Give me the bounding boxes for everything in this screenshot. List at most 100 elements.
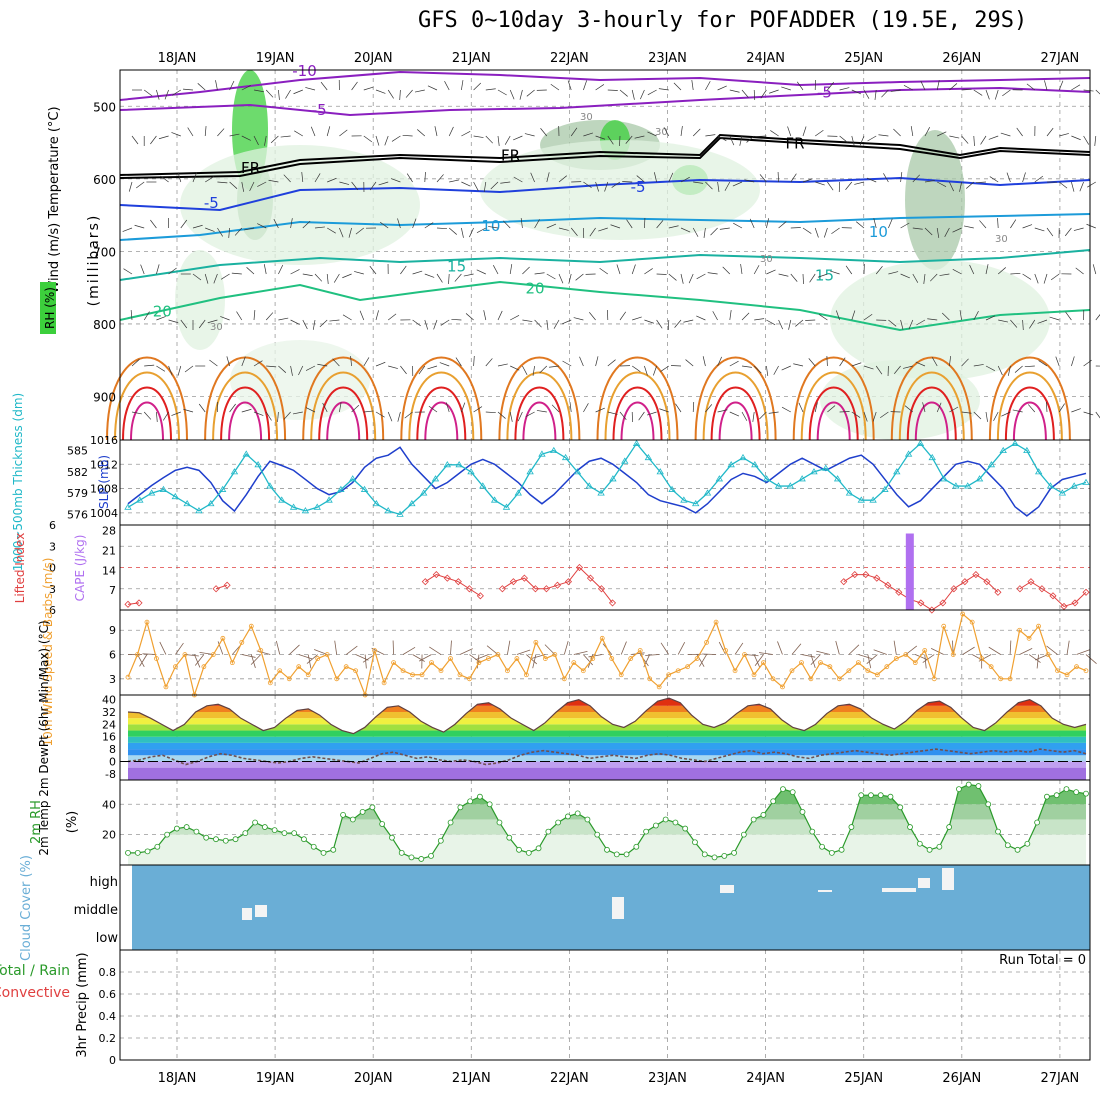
rh-marker	[809, 828, 816, 835]
wind-barb	[192, 172, 197, 183]
wind-barb	[924, 180, 935, 183]
thickness-marker	[289, 503, 298, 510]
li-marker	[597, 585, 606, 593]
thickness-marker	[136, 496, 144, 503]
wind-barb	[509, 411, 513, 422]
rh-marker	[926, 846, 933, 853]
wind-barb	[387, 313, 397, 321]
rh-marker	[301, 836, 307, 843]
wind-barb	[752, 411, 755, 422]
rh-marker	[877, 792, 884, 799]
wind-barb	[391, 135, 401, 142]
wind-barb	[384, 135, 389, 146]
thickness-marker	[467, 468, 475, 475]
thickness-marker	[360, 485, 369, 492]
wind-barb	[670, 365, 682, 367]
temp-ytick: 8	[109, 743, 116, 756]
wind-barb	[1071, 135, 1081, 141]
rh-marker	[897, 804, 904, 811]
wind-barb	[549, 365, 560, 368]
wind-barb	[180, 319, 188, 329]
thickness-marker	[597, 489, 605, 496]
wind-barb	[1059, 133, 1069, 137]
wind-barb	[851, 362, 862, 367]
wind-barb	[156, 264, 160, 275]
wind-barb	[778, 221, 787, 229]
thickness-marker	[644, 453, 653, 461]
wind-barb	[674, 319, 682, 328]
wind-barb	[292, 411, 303, 415]
cape-ytick: 28	[102, 525, 116, 538]
wind-barb	[525, 411, 535, 418]
wind-barb	[424, 222, 434, 229]
wind-barb	[888, 271, 899, 275]
surface-barb	[516, 649, 531, 655]
cape-ylabel: CAPE (J/kg)	[73, 535, 87, 602]
wind-barb	[668, 225, 679, 229]
rh-marker	[496, 819, 503, 826]
rh-marker	[291, 830, 298, 837]
cloud-gap	[242, 908, 252, 920]
warm-contour	[302, 356, 385, 441]
wind-barb	[696, 315, 706, 321]
rh-marker	[125, 849, 131, 856]
wind-barb	[241, 135, 251, 141]
wind-barb	[880, 411, 889, 419]
wind-barb	[1058, 403, 1065, 413]
wind-barb	[668, 172, 674, 183]
wind-marker	[457, 672, 463, 678]
wind-marker	[533, 639, 539, 645]
slp-ylabel: SLP (mb)	[97, 455, 111, 509]
surface-barb	[306, 654, 318, 664]
warm-contour	[898, 371, 965, 441]
wind-barb	[1038, 360, 1048, 367]
surface-barb	[275, 640, 281, 655]
rh-shading	[820, 360, 980, 440]
warm-contour	[988, 356, 1071, 441]
wind-barb	[128, 181, 133, 192]
wind-marker	[315, 656, 321, 661]
rh-marker	[389, 834, 395, 841]
wind-barb	[759, 411, 767, 420]
wind-barb	[997, 365, 1003, 376]
wind-barb	[558, 175, 567, 183]
warm-contour	[718, 401, 753, 441]
surface-barb	[582, 654, 593, 666]
wind-marker	[969, 619, 975, 625]
wind-marker	[789, 668, 795, 674]
wind-barb	[327, 177, 337, 183]
wind-barb	[595, 135, 606, 140]
wind-barb	[787, 126, 792, 137]
wind-barb	[253, 89, 264, 93]
li-marker	[575, 563, 584, 572]
rh-shading	[830, 260, 1050, 380]
surface-barb	[402, 646, 416, 655]
wind-barb	[770, 130, 779, 137]
thickness-marker	[207, 499, 215, 507]
warm-contour	[318, 386, 369, 441]
warm-contour	[612, 386, 663, 441]
wind-barb	[719, 227, 730, 230]
wind-barb	[598, 227, 608, 232]
rh-marker	[447, 819, 454, 826]
wind-marker	[305, 672, 311, 678]
wind-barb	[604, 181, 609, 192]
wind-barb	[851, 310, 856, 321]
wind-barb	[680, 227, 691, 233]
surface-barb	[699, 654, 707, 667]
wind-barb	[436, 227, 448, 230]
surface-barb	[371, 647, 385, 655]
rh-marker	[760, 812, 767, 818]
wind-barb	[445, 402, 450, 413]
wind-barb	[550, 83, 560, 91]
dewpt-line	[127, 748, 1087, 766]
wind-barb	[622, 181, 633, 183]
wind-barb	[427, 365, 438, 370]
wind-barb	[912, 273, 919, 283]
thickness-marker	[1058, 489, 1067, 496]
surface-barb	[418, 654, 432, 662]
wind-barb	[688, 273, 694, 284]
wind-barb	[766, 365, 769, 376]
rh-marker	[604, 846, 610, 853]
thickness-marker	[1082, 478, 1090, 485]
